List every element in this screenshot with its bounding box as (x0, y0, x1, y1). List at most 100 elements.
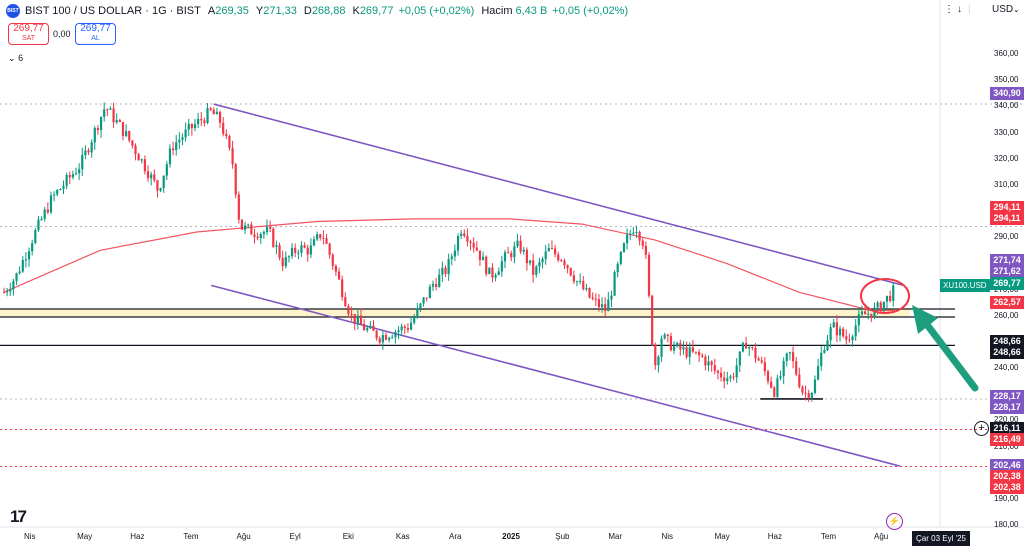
candle-body (688, 347, 691, 358)
support-zone-fill (0, 308, 910, 318)
candle-body (676, 342, 679, 347)
chevron-down-icon[interactable]: ⌄ (1013, 5, 1020, 14)
candle-body (713, 365, 716, 371)
price-tag: 216,11 (990, 422, 1024, 435)
candle-body (96, 128, 100, 131)
candle-body (131, 140, 134, 146)
open-label: A (207, 5, 216, 17)
candle-body (290, 247, 294, 257)
candle-body (43, 209, 46, 219)
candle-body (560, 260, 563, 262)
arrow-head-icon (912, 305, 938, 334)
price-tag: 269,77 (990, 277, 1024, 290)
candle-body (604, 304, 607, 312)
candle-body (12, 281, 15, 290)
candlesticks (2, 102, 895, 403)
candle-body (84, 150, 87, 155)
candle-body (9, 289, 12, 292)
candle-body (378, 338, 381, 343)
candle-body (359, 315, 363, 324)
candle-body (557, 254, 560, 261)
x-tick-label: Eyl (289, 532, 301, 541)
candle-body (146, 171, 150, 179)
trend-lines (210, 103, 903, 467)
candle-body (366, 328, 369, 331)
more-menu-icon[interactable]: ⋮ (944, 4, 954, 15)
low-label: D (303, 5, 312, 17)
candle-body (218, 111, 222, 123)
candle-body (716, 370, 720, 373)
sell-button[interactable]: 269,77 SAT (8, 23, 49, 45)
y-tick-label: 310,00 (994, 179, 1019, 189)
moving-average-line (3, 218, 896, 312)
symbol-title[interactable]: BIST 100 / US DOLLAR · 1G · BIST (25, 5, 201, 17)
y-tick-label: 260,00 (994, 310, 1019, 320)
candle-body (231, 147, 234, 165)
candle-body (679, 342, 682, 350)
candle-body (773, 387, 776, 397)
candle-body (817, 366, 820, 380)
candle-body (522, 249, 525, 252)
candle-body (491, 267, 494, 278)
candle-body (369, 325, 372, 329)
candle-body (134, 145, 137, 155)
candle-body (165, 164, 168, 176)
candle-body (579, 280, 582, 282)
candle-body (381, 335, 384, 343)
horizontal-levels (0, 103, 1024, 467)
indicators-toggle[interactable]: ⌄ 6 (8, 53, 23, 64)
candle-body (882, 301, 885, 311)
candle-body (741, 342, 745, 352)
candle-body (807, 392, 810, 398)
candle-body (388, 337, 391, 340)
candle-body (438, 274, 441, 287)
candle-body (519, 240, 522, 252)
candle-body (507, 252, 510, 254)
tradingview-logo[interactable]: 17 (10, 507, 27, 526)
candle-body (49, 195, 53, 213)
candle-body (588, 287, 591, 298)
y-tick-label: 220,00 (994, 415, 1019, 425)
candle-body (240, 219, 244, 230)
bolt-icon[interactable]: ⚡ (886, 513, 903, 530)
candle-body (247, 224, 250, 226)
candle-body (6, 291, 9, 293)
candle-body (478, 250, 482, 261)
add-alert-icon[interactable]: + (974, 421, 989, 436)
candle-body (785, 353, 788, 361)
candle-body (341, 279, 344, 298)
download-arrow-icon[interactable]: ↓ (957, 4, 962, 15)
price-tag: 202,38 (990, 481, 1024, 494)
candle-body (885, 295, 889, 302)
candle-body (209, 108, 212, 110)
candle-body (732, 376, 735, 378)
candle-body (344, 297, 347, 307)
candle-body (46, 209, 49, 213)
candle-body (804, 392, 807, 394)
candle-body (206, 108, 209, 123)
candle-body (159, 188, 162, 191)
candle-body (654, 344, 657, 366)
currency-select[interactable]: USD (992, 4, 1014, 15)
close-value: 269,77 (359, 5, 394, 17)
candle-body (591, 297, 594, 299)
candle-body (813, 379, 817, 394)
candle-body (337, 271, 341, 280)
candle-body (626, 234, 629, 244)
candle-body (269, 226, 272, 229)
candle-body (528, 260, 532, 264)
buy-button[interactable]: 269,77 AL (75, 23, 116, 45)
candle-body (93, 128, 96, 143)
candle-body (31, 242, 34, 252)
candle-body (481, 256, 485, 261)
candle-body (798, 374, 801, 387)
candle-body (779, 376, 782, 379)
price-tag: 340,90 (990, 87, 1024, 100)
candle-body (328, 243, 331, 255)
candle-body (651, 295, 654, 345)
candle-body (582, 280, 585, 290)
support-zone (0, 308, 910, 318)
candle-body (748, 347, 751, 349)
low-value: 268,88 (311, 5, 346, 17)
